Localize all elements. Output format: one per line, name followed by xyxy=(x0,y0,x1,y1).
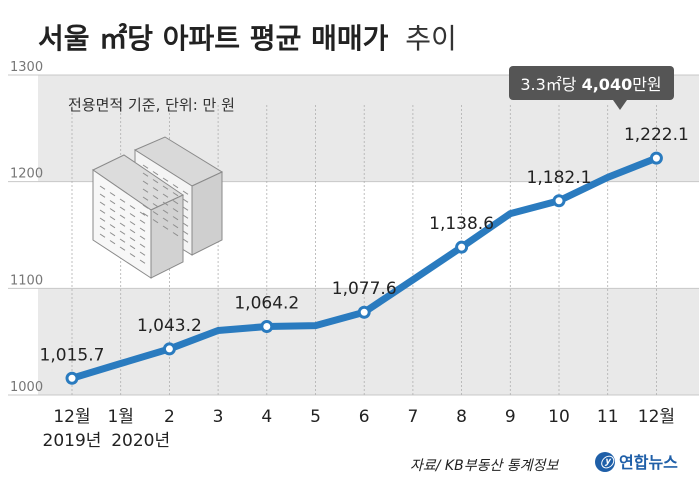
data-label: 1,043.2 xyxy=(137,316,202,336)
data-label: 1,015.7 xyxy=(40,345,105,365)
x-year-label: 2020년 xyxy=(111,431,170,451)
logo-text: 연합뉴스 xyxy=(619,453,678,472)
data-point xyxy=(357,305,371,319)
data-point xyxy=(260,320,274,334)
y-tick-label: 1100 xyxy=(10,273,43,288)
x-tick-label: 12월 xyxy=(638,407,675,427)
data-point xyxy=(162,342,176,356)
apartment-building-icon xyxy=(92,136,224,279)
data-label: 1,222.1 xyxy=(624,125,689,145)
data-point xyxy=(649,151,663,165)
x-tick-label: 4 xyxy=(261,407,272,427)
yonhap-logo: ⓨ 연합뉴스 xyxy=(595,452,678,472)
x-year-label: 2019년 xyxy=(43,431,102,451)
svg-text:ⓨ: ⓨ xyxy=(600,455,615,471)
chart-subtitle: 전용면적 기준, 단위: 만 원 xyxy=(68,96,235,114)
data-label: 1,182.1 xyxy=(527,168,592,188)
y-tick-label: 1200 xyxy=(10,167,43,182)
x-tick-label: 7 xyxy=(407,407,418,427)
x-tick-label: 8 xyxy=(456,407,467,427)
callout-box xyxy=(509,66,674,100)
y-tick-label: 1000 xyxy=(10,380,43,395)
x-tick-label: 1월 xyxy=(107,407,133,427)
x-tick-label: 2 xyxy=(164,407,175,427)
x-tick-label: 12월 xyxy=(53,407,90,427)
data-label: 1,138.6 xyxy=(429,214,494,234)
x-tick-label: 5 xyxy=(310,407,321,427)
chart-title-main: 서울 ㎡당 아파트 평균 매매가 xyxy=(38,22,389,55)
data-label: 1,064.2 xyxy=(234,294,299,314)
data-labels: 1,015.7 1,043.2 1,064.2 1,077.6 1,138.6 1,182… xyxy=(40,125,689,365)
callout-text: 3.3㎡당 4,040만원 xyxy=(520,75,661,94)
x-tick-label: 6 xyxy=(359,407,370,427)
data-point xyxy=(455,240,469,254)
chart-title: 서울 ㎡당 아파트 평균 매매가 추이 xyxy=(38,22,457,55)
y-axis-tick-labels: 1000 1100 1200 1300 xyxy=(10,60,43,395)
source-note: 자료/ KB부동산 통계정보 xyxy=(410,458,559,474)
x-tick-label: 11 xyxy=(597,407,619,427)
y-tick-label: 1300 xyxy=(10,60,43,75)
chart-title-light: 추이 xyxy=(405,22,457,55)
price-callout: 3.3㎡당 4,040만원 xyxy=(509,66,674,110)
x-tick-label: 9 xyxy=(505,407,516,427)
background-band xyxy=(38,288,699,395)
data-point xyxy=(65,371,79,385)
x-tick-label: 10 xyxy=(548,407,570,427)
callout-pointer xyxy=(613,100,627,110)
data-point xyxy=(552,194,566,208)
logo-mark-icon xyxy=(595,452,615,472)
x-axis-tick-labels: 12월 1월 2 3 4 5 6 7 8 9 10 11 12월 2019년 2020년 xyxy=(43,407,675,451)
data-label: 1,077.6 xyxy=(332,279,397,299)
data-points xyxy=(65,151,663,385)
x-tick-label: 3 xyxy=(213,407,224,427)
